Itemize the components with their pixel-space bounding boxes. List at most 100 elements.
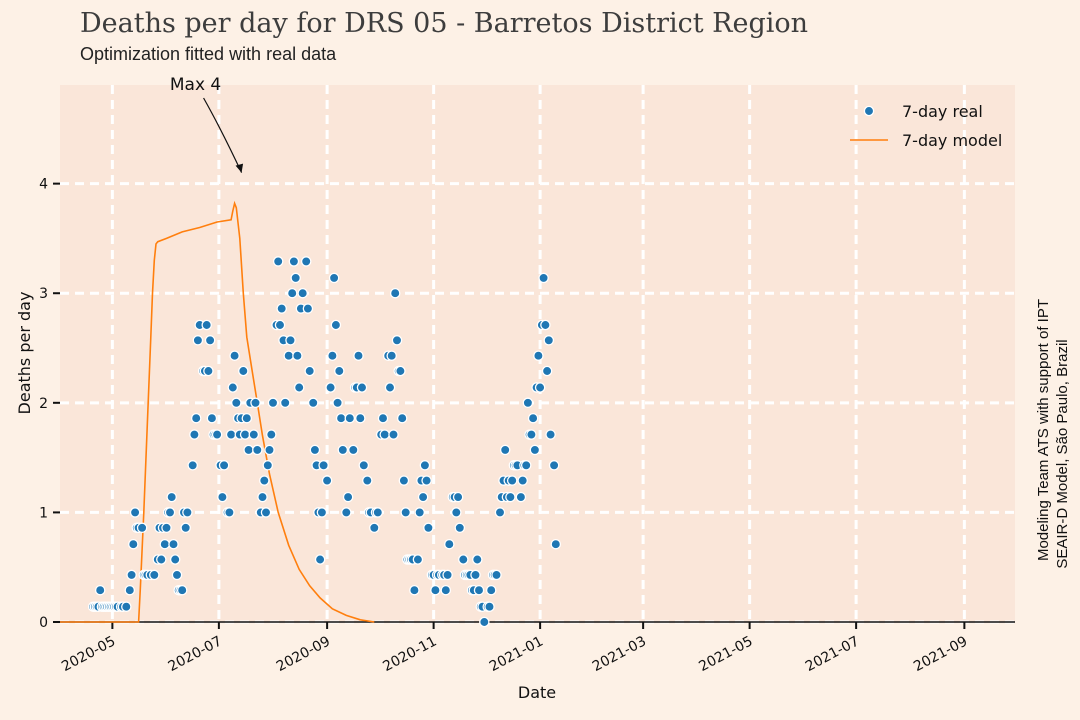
data-point (314, 554, 326, 565)
data-point (304, 365, 315, 377)
data-point (149, 569, 160, 581)
data-point (421, 475, 432, 486)
data-point (203, 365, 214, 377)
chart-title: Deaths per day for DRS 05 - Barretos Dis… (80, 8, 808, 39)
data-point (292, 350, 303, 361)
data-point (342, 491, 354, 503)
data-point (451, 507, 462, 518)
x-tick-label: 2020-05 (59, 633, 118, 675)
data-point (538, 272, 549, 284)
y-tick-label: 0 (39, 615, 48, 631)
data-point (279, 397, 291, 409)
data-point (276, 303, 287, 314)
data-point (169, 554, 181, 565)
data-point (316, 507, 328, 518)
data-point (358, 460, 370, 471)
data-point (94, 584, 106, 596)
data-point (267, 397, 279, 409)
data-point (527, 412, 539, 424)
y-tick-label: 3 (39, 286, 48, 302)
data-point (344, 412, 356, 424)
data-point (239, 429, 251, 440)
data-point (423, 522, 434, 534)
data-point (440, 584, 452, 596)
x-tick-label: 2021-05 (696, 633, 755, 675)
data-point (395, 365, 406, 377)
data-point (159, 538, 171, 550)
data-point (398, 475, 410, 486)
data-point (541, 365, 553, 377)
data-point (217, 491, 228, 503)
data-point (362, 475, 373, 486)
data-point (182, 507, 193, 518)
data-point (192, 335, 204, 346)
data-point (321, 475, 333, 486)
data-point (243, 444, 254, 456)
data-point (335, 412, 347, 424)
data-point (458, 554, 469, 565)
data-point (201, 319, 212, 331)
data-point (328, 272, 340, 284)
data-point (548, 460, 560, 471)
data-point (274, 319, 286, 331)
data-point (389, 287, 401, 299)
data-point (161, 522, 172, 534)
data-point (297, 287, 308, 299)
data-point (355, 412, 366, 424)
data-point (442, 569, 453, 581)
data-point (430, 584, 441, 596)
data-point (171, 569, 183, 581)
data-point (472, 554, 483, 565)
data-point (187, 460, 198, 471)
data-point (517, 475, 528, 486)
data-point (238, 365, 249, 377)
side-note-line-1: Modeling Team ATS with support of IPT (1035, 299, 1052, 561)
annotation-text: Max 4 (170, 75, 221, 95)
y-tick-label: 4 (39, 177, 48, 193)
data-point (225, 429, 237, 440)
data-point (543, 335, 555, 346)
data-point (259, 475, 270, 486)
data-point (452, 491, 464, 503)
data-point (515, 491, 527, 503)
data-point (229, 350, 240, 361)
data-point (325, 382, 336, 393)
data-point (540, 319, 551, 331)
data-point (180, 522, 191, 534)
data-point (290, 272, 301, 284)
data-point (252, 444, 263, 456)
data-point (307, 397, 319, 409)
data-point (218, 460, 230, 471)
data-point (250, 397, 261, 409)
data-point (266, 429, 277, 440)
y-axis-label: Deaths per day (15, 292, 34, 415)
data-point (293, 382, 305, 393)
data-point (128, 538, 139, 550)
data-point (545, 429, 556, 440)
data-point (534, 382, 546, 393)
x-tick-label: 2020-07 (166, 633, 225, 675)
data-point (300, 256, 312, 267)
legend-label-real: 7-day real (902, 102, 983, 121)
data-point (396, 412, 408, 424)
max-annotation: Max 4 (170, 75, 244, 173)
data-point (309, 444, 321, 456)
data-point (479, 616, 490, 628)
data-point (388, 429, 399, 440)
data-point (227, 382, 239, 393)
data-point (332, 397, 343, 409)
data-point (386, 350, 397, 361)
data-point (302, 303, 314, 314)
data-point (241, 412, 253, 424)
data-point (533, 350, 544, 361)
data-point (522, 397, 534, 409)
data-point (168, 538, 179, 550)
data-point (288, 256, 300, 267)
data-point (204, 335, 216, 346)
data-point (400, 507, 411, 518)
data-point (190, 412, 202, 424)
data-point (550, 538, 562, 550)
data-point (189, 429, 200, 440)
data-point (262, 460, 274, 471)
data-point (176, 584, 188, 596)
